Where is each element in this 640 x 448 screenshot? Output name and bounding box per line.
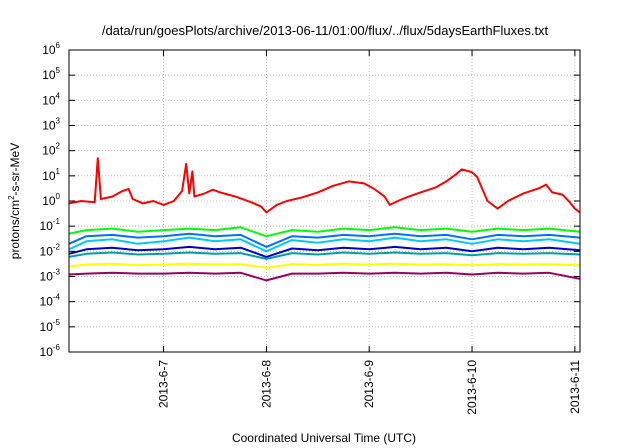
x-tick-label: 2013-6-9 <box>362 360 376 408</box>
y-tick-label: 10-2 <box>40 242 61 258</box>
y-tick-label: 10-1 <box>40 217 61 233</box>
y-tick-exponent: 2 <box>56 142 61 151</box>
y-tick-exponent: -4 <box>53 293 61 302</box>
y-tick-exponent: 0 <box>56 192 61 201</box>
y-tick-exponent: 1 <box>56 167 61 176</box>
y-axis-label-unit: -s-sr-MeV <box>8 143 22 196</box>
y-tick-label: 103 <box>42 117 60 133</box>
series-line-5 <box>68 245 581 258</box>
y-tick-exponent: 3 <box>56 117 61 126</box>
series-line-1 <box>68 157 581 214</box>
y-tick-exponent: 4 <box>56 91 61 100</box>
y-tick-label: 10-6 <box>40 343 61 359</box>
y-tick-base: 10 <box>42 43 56 57</box>
y-tick-exponent: -1 <box>53 217 61 226</box>
x-tick-label: 2013-6-8 <box>259 360 273 408</box>
y-tick-base: 10 <box>42 68 56 82</box>
series-line-2 <box>68 226 581 238</box>
y-tick-base: 10 <box>40 295 54 309</box>
y-axis-label-superscript: 2 <box>7 195 16 200</box>
y-tick-label: 106 <box>42 41 60 57</box>
grid-lines <box>69 50 580 352</box>
y-tick-label: 105 <box>42 66 60 82</box>
y-tick-exponent: -6 <box>53 343 61 352</box>
series-line-6 <box>68 251 581 260</box>
y-tick-base: 10 <box>40 320 54 334</box>
y-tick-base: 10 <box>40 345 54 359</box>
y-tick-base: 10 <box>42 169 56 183</box>
y-tick-base: 10 <box>42 144 56 158</box>
x-tick-label: 2013-6-10 <box>465 360 479 415</box>
y-tick-label: 100 <box>42 192 60 208</box>
y-tick-base: 10 <box>42 194 56 208</box>
y-tick-base: 10 <box>40 270 54 284</box>
y-tick-label: 10-5 <box>40 318 61 334</box>
y-axis: 10-610-510-410-310-210-11001011021031041… <box>40 41 580 359</box>
y-tick-label: 104 <box>42 91 60 107</box>
y-tick-label: 102 <box>42 142 60 158</box>
y-tick-exponent: -5 <box>53 318 61 327</box>
y-tick-label: 10-4 <box>40 293 61 309</box>
series-line-4 <box>68 232 581 248</box>
y-tick-exponent: -2 <box>53 242 61 251</box>
x-axis: 2013-6-7 2013-6-8 2013-6-9 2013-6-10 2013-6-… <box>157 50 582 415</box>
x-tick-label: 2013-6-11 <box>568 360 582 414</box>
y-tick-exponent: -3 <box>53 268 61 277</box>
series-line-3 <box>68 236 581 253</box>
y-tick-exponent: 5 <box>56 66 61 75</box>
y-tick-base: 10 <box>42 119 56 133</box>
y-axis-label-main: protons/cm <box>8 200 22 259</box>
y-axis-label: protons/cm2-s-sr-MeV <box>7 143 22 259</box>
series-group <box>68 157 581 282</box>
y-tick-label: 10-3 <box>40 268 61 284</box>
y-tick-label: 101 <box>42 167 60 183</box>
series-line-8 <box>68 271 581 282</box>
y-tick-base: 10 <box>40 244 54 258</box>
x-tick-label: 2013-6-7 <box>157 360 171 408</box>
x-axis-label: Coordinated Universal Time (UTC) <box>232 431 416 445</box>
y-tick-exponent: 6 <box>56 41 61 50</box>
y-tick-base: 10 <box>40 219 54 233</box>
series-line-7 <box>68 262 581 269</box>
chart-title: /data/run/goesPlots/archive/2013-06-11/0… <box>102 23 549 38</box>
y-tick-base: 10 <box>42 93 56 107</box>
